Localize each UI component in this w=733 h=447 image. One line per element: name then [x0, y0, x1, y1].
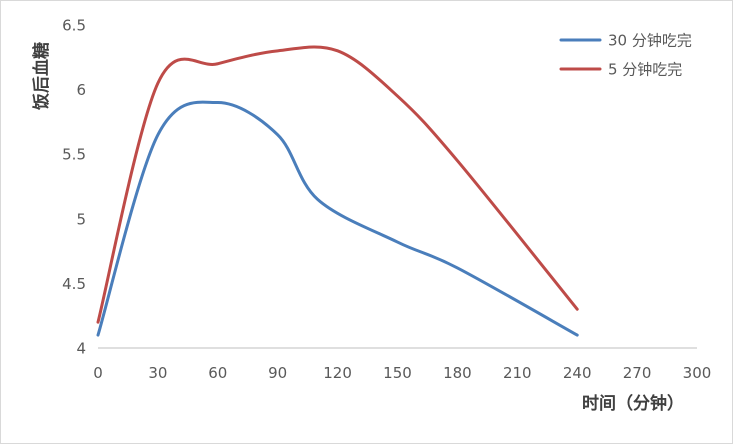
- legend: 30 分钟吃完 5 分钟吃完: [559, 32, 692, 79]
- x-tick-label: 240: [563, 364, 592, 382]
- y-axis-ticks: 4 4.5 5 5.5 6 6.5: [62, 17, 86, 358]
- y-tick-label: 5.5: [62, 146, 86, 164]
- x-tick-label: 0: [93, 364, 103, 382]
- series-line-30min: [96, 100, 579, 337]
- legend-label-30min: 30 分钟吃完: [608, 32, 692, 50]
- x-tick-label: 120: [323, 364, 352, 382]
- y-tick-label: 4.5: [62, 275, 86, 293]
- x-tick-label: 30: [148, 364, 167, 382]
- x-tick-label: 90: [268, 364, 287, 382]
- x-tick-label: 180: [443, 364, 472, 382]
- y-tick-label: 6: [76, 81, 86, 99]
- x-tick-label: 60: [208, 364, 227, 382]
- series-group: [96, 45, 579, 337]
- x-axis-ticks: 0 30 60 90 120 150 180 210 240 270 300: [93, 364, 711, 382]
- x-axis-title: 时间（分钟）: [582, 393, 684, 414]
- y-tick-label: 6.5: [62, 17, 86, 35]
- y-tick-label: 4: [76, 340, 86, 358]
- x-tick-label: 300: [683, 364, 712, 382]
- y-tick-label: 5: [76, 210, 86, 228]
- y-axis-title: 饭后血糖: [31, 42, 52, 111]
- series-line-5min: [96, 45, 579, 324]
- legend-label-5min: 5 分钟吃完: [608, 61, 682, 79]
- x-tick-label: 270: [623, 364, 652, 382]
- x-tick-label: 210: [503, 364, 532, 382]
- x-tick-label: 150: [383, 364, 412, 382]
